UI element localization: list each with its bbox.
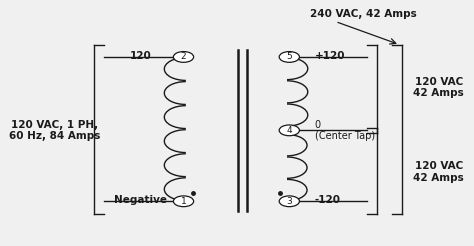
Circle shape [279,196,300,207]
Text: -120: -120 [315,195,341,205]
Text: 120 VAC, 1 PH,
60 Hz, 84 Amps: 120 VAC, 1 PH, 60 Hz, 84 Amps [9,120,100,141]
Text: 120: 120 [129,51,151,61]
Circle shape [173,52,194,62]
Text: Negative: Negative [114,195,167,205]
Text: 120 VAC
42 Amps: 120 VAC 42 Amps [413,161,464,183]
Text: 5: 5 [286,52,292,62]
Text: 0
(Center Tap): 0 (Center Tap) [315,120,375,141]
Circle shape [279,125,300,136]
Text: 240 VAC, 42 Amps: 240 VAC, 42 Amps [310,9,416,19]
Text: 120 VAC
42 Amps: 120 VAC 42 Amps [413,77,464,98]
Text: 4: 4 [286,126,292,135]
Circle shape [279,52,300,62]
Text: 2: 2 [181,52,186,62]
Text: +120: +120 [315,51,345,61]
Text: 1: 1 [181,197,186,206]
Circle shape [173,196,194,207]
Text: 3: 3 [286,197,292,206]
